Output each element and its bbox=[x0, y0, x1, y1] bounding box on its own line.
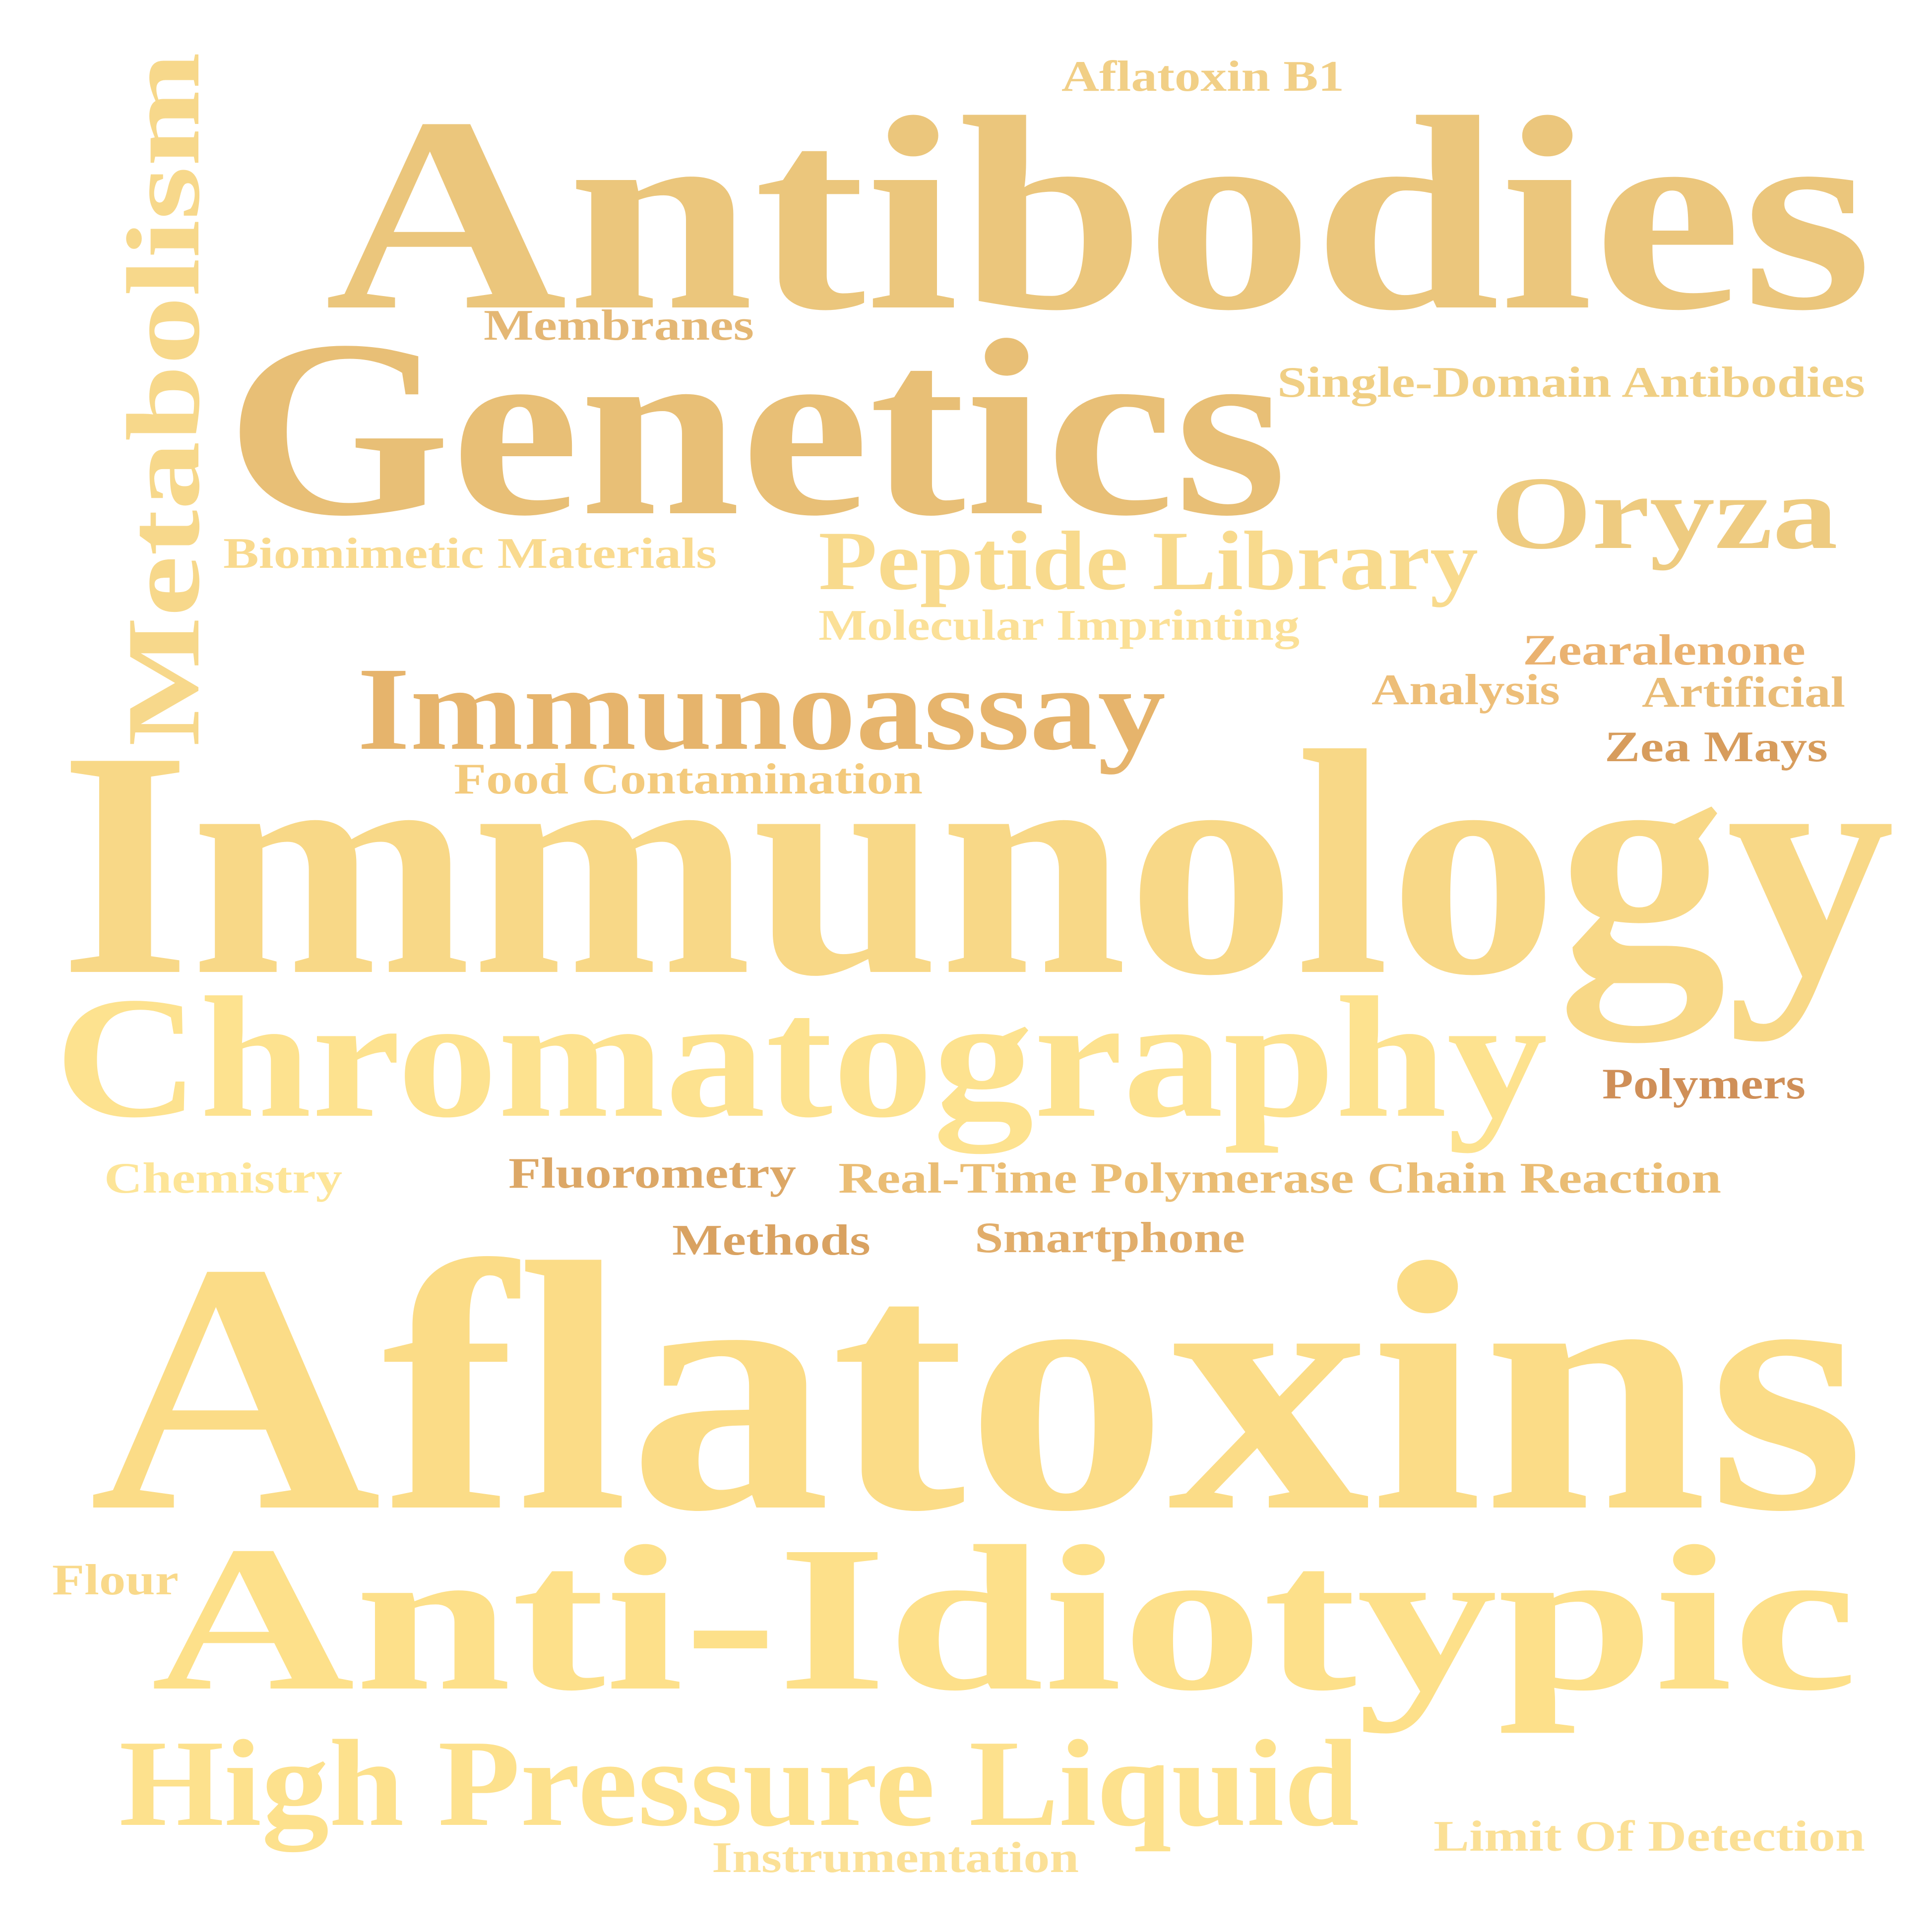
word-food-contamination: Food Contamination bbox=[454, 755, 923, 803]
word-polymers: Polymers bbox=[1602, 1060, 1806, 1108]
word-aflatoxins: Aflatoxins bbox=[89, 1189, 1865, 1585]
word-peptide-library: Peptide Library bbox=[818, 514, 1478, 607]
word-oryza: Oryza bbox=[1491, 456, 1838, 571]
word-artificial: Artificial bbox=[1642, 668, 1845, 717]
word-fluorometry: Fluorometry bbox=[508, 1149, 796, 1198]
word-aflatoxin-b1: Aflatoxin B1 bbox=[1061, 53, 1344, 101]
word-immunoassay: Immunoassay bbox=[357, 643, 1166, 775]
word-antibodies: Antibodies bbox=[325, 60, 1872, 368]
word-instrumentation: Instrumentation bbox=[712, 1834, 1079, 1882]
word-methods: Methods bbox=[672, 1216, 871, 1265]
word-single-domain-antibodies: Single-Domain Antibodies bbox=[1277, 359, 1865, 407]
word-real-time-pcr: Real-Time Polymerase Chain Reaction bbox=[838, 1154, 1721, 1203]
word-flour: Flour bbox=[52, 1556, 179, 1604]
word-limit-of-detection: Limit Of Detection bbox=[1433, 1812, 1865, 1861]
word-genetics: Genetics bbox=[226, 289, 1287, 568]
word-zea-mays: Zea Mays bbox=[1605, 723, 1828, 771]
word-zearalenone: Zearalenone bbox=[1523, 626, 1806, 674]
word-chemistry: Chemistry bbox=[104, 1154, 342, 1203]
word-molecular-imprinting: Molecular Imprinting bbox=[818, 602, 1300, 650]
word-anti-idiotypic: Anti-Idiotypic bbox=[151, 1503, 1858, 1734]
word-membranes: Membranes bbox=[484, 302, 754, 350]
word-biomimetic-materials: Biomimetic Materials bbox=[223, 530, 717, 578]
word-smartphone: Smartphone bbox=[975, 1214, 1245, 1262]
word-analysis: Analysis bbox=[1371, 666, 1560, 714]
word-immunology: Immunology bbox=[60, 685, 1895, 1047]
word-chromatography: Chromatography bbox=[55, 961, 1548, 1156]
word-high-pressure-liquid: High Pressure Liquid bbox=[119, 1715, 1359, 1852]
word-metabolism: Metabolism bbox=[106, 52, 221, 746]
